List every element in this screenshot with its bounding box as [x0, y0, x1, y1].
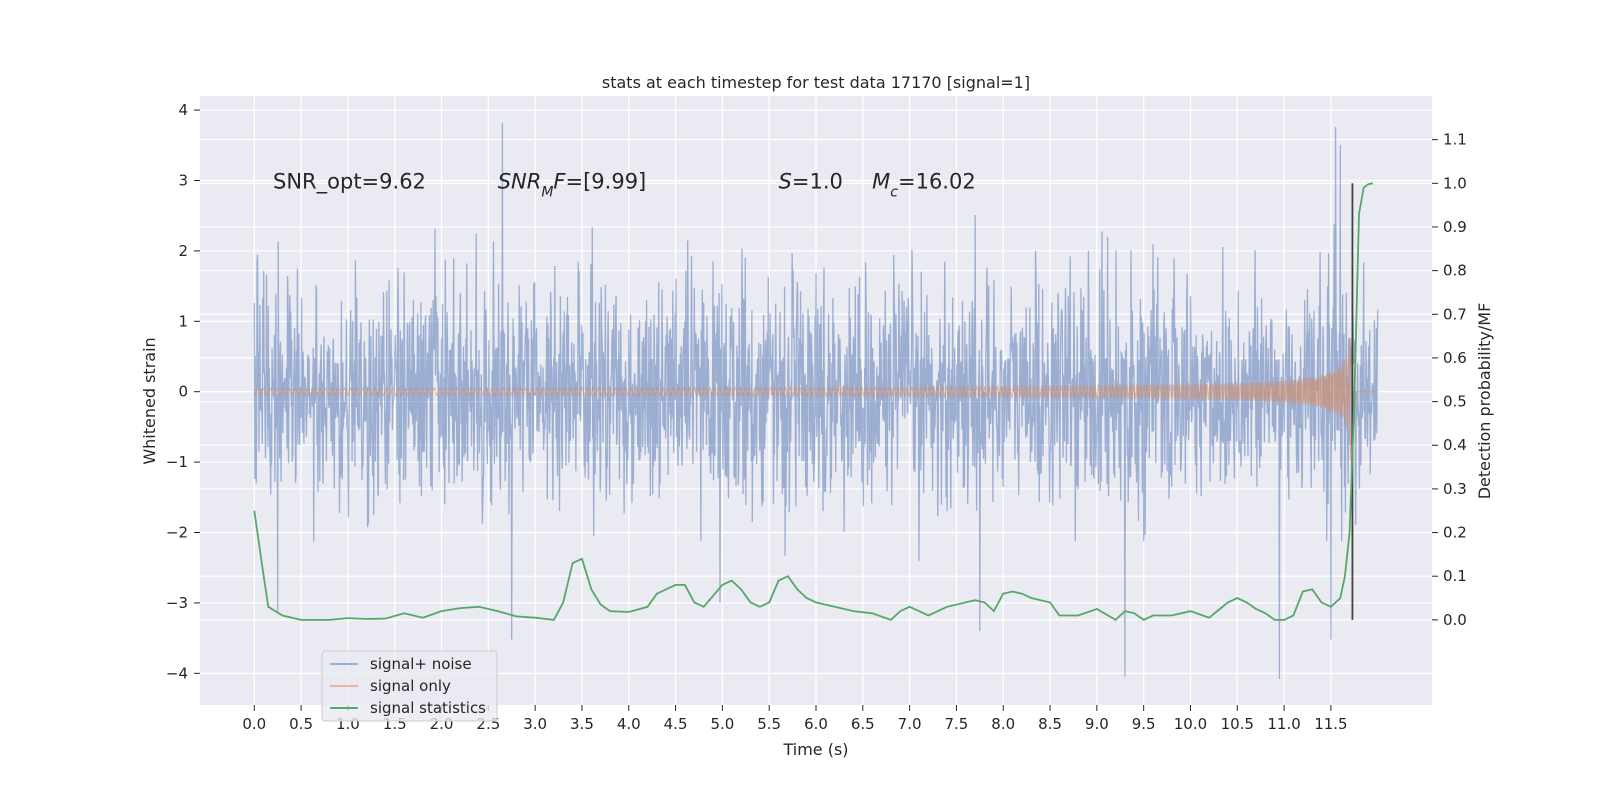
plot-area [253, 122, 1379, 680]
x-tick-label: 5.5 [757, 715, 781, 733]
y-tick-label-left: −3 [166, 594, 188, 612]
y-tick-label-left: 2 [178, 242, 188, 260]
y-tick-label-right: 0.4 [1443, 436, 1467, 454]
y-tick-label-right: 0.0 [1443, 611, 1467, 629]
y-tick-label-right: 0.3 [1443, 480, 1467, 498]
x-tick-label: 7.0 [898, 715, 922, 733]
annotation: Mc=16.02 [872, 169, 976, 200]
y-tick-label-left: −2 [166, 524, 188, 542]
y-tick-label-right: 0.7 [1443, 305, 1467, 323]
y-tick-label-left: 4 [178, 101, 188, 119]
annotation: SNR_opt=9.62 [273, 169, 426, 194]
annotation-part: =16.02 [898, 169, 976, 193]
y-tick-label-right: 0.9 [1443, 218, 1467, 236]
x-tick-label: 3.0 [523, 715, 547, 733]
x-tick-label: 4.0 [617, 715, 641, 733]
x-tick-label: 10.0 [1174, 715, 1207, 733]
series-line-signal-only [253, 305, 1378, 493]
annotation-part: =[9.99] [566, 169, 647, 193]
annotation-part: F [553, 169, 566, 193]
chart-title: stats at each timestep for test data 171… [602, 73, 1030, 92]
x-tick-label: 5.0 [710, 715, 734, 733]
y-tick-label-right: 0.5 [1443, 393, 1467, 411]
legend-label: signal only [370, 677, 451, 695]
y-tick-label-right: 0.1 [1443, 567, 1467, 585]
x-tick-label: 9.5 [1132, 715, 1156, 733]
y-tick-label-left: −1 [166, 453, 188, 471]
y-axis-label-right: Detection probability/MF [1475, 303, 1494, 500]
y-tick-label-left: −4 [166, 664, 188, 682]
x-tick-label: 6.5 [851, 715, 875, 733]
y-axis-right-ticks: 0.0 0.1 0.2 0.3 0.4 0.5 0.6 0.7 0.8 0.9 1.0 1.1 [1432, 131, 1467, 629]
annotation-part: S [779, 169, 792, 193]
annotations: SNR_opt=9.62 SNRMF=[9.99] S=1.0 Mc=16.02 [273, 169, 976, 200]
annotation-part: M [541, 184, 553, 200]
x-tick-label: 9.0 [1085, 715, 1109, 733]
legend-label: signal statistics [370, 699, 486, 717]
y-tick-label-right: 1.1 [1443, 131, 1467, 149]
annotation-part: =1.0 [792, 169, 843, 193]
annotation-part: SNR [498, 169, 542, 193]
legend-label: signal+ noise [370, 655, 472, 673]
x-tick-label: 0.5 [289, 715, 313, 733]
x-tick-label: 8.0 [991, 715, 1015, 733]
y-tick-label-left: 1 [178, 312, 188, 330]
y-tick-label-right: 0.8 [1443, 262, 1467, 280]
y-tick-label-right: 1.0 [1443, 174, 1467, 192]
x-tick-label: 3.5 [570, 715, 594, 733]
legend-box [321, 650, 498, 722]
x-tick-label: 7.5 [944, 715, 968, 733]
series-line-signal-statistics [253, 182, 1374, 622]
y-tick-label-right: 0.6 [1443, 349, 1467, 367]
x-tick-label: 11.5 [1314, 715, 1347, 733]
x-axis-label: Time (s) [782, 740, 848, 759]
x-tick-label: 8.5 [1038, 715, 1062, 733]
x-tick-label: 11.0 [1267, 715, 1300, 733]
y-tick-label-left: 0 [178, 383, 188, 401]
y-axis-label-left: Whitened strain [140, 337, 159, 464]
annotation: S=1.0 [779, 169, 843, 193]
y-axis-left-ticks: −4 −3 −2 −1 0 1 2 3 4 [166, 101, 200, 682]
annotation-part: M [872, 169, 890, 193]
series-line-signal-noise [253, 122, 1379, 680]
y-tick-label-left: 3 [178, 171, 188, 189]
legend: signal+ noise signal only signal statistic… [321, 650, 498, 722]
x-tick-label: 10.5 [1221, 715, 1254, 733]
annotation-part: SNR_opt=9.62 [273, 169, 426, 194]
x-axis-ticks: 0.0 0.5 1.0 1.5 2.0 2.5 3.0 3.5 4.0 4.5 5.0 5.5 6.0 6… [242, 705, 1348, 733]
annotation: SNRMF=[9.99] [498, 169, 647, 200]
y-tick-label-right: 0.2 [1443, 524, 1467, 542]
x-tick-label: 0.0 [242, 715, 266, 733]
x-tick-label: 4.5 [664, 715, 688, 733]
annotation-part: c [890, 184, 898, 200]
x-tick-label: 6.0 [804, 715, 828, 733]
